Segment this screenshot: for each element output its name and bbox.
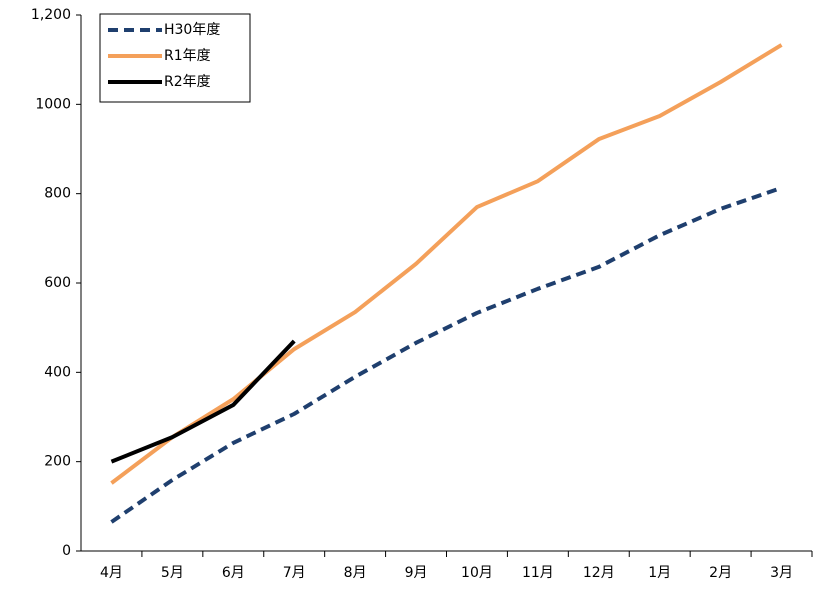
x-tick-label: 1月 — [648, 565, 671, 581]
series-line — [110, 185, 783, 524]
x-tick-label: 7月 — [283, 565, 306, 581]
legend-label: R1年度 — [164, 48, 211, 64]
y-tick-label: 1,200 — [31, 7, 71, 23]
x-tick-label: 3月 — [770, 565, 793, 581]
x-tick-label: 2月 — [709, 565, 732, 581]
series-line — [110, 339, 296, 464]
x-tick-label: 9月 — [405, 565, 428, 581]
x-tick-label: 10月 — [461, 565, 493, 581]
y-tick-label: 1000 — [35, 96, 71, 112]
y-tick-label: 0 — [62, 543, 71, 559]
series-line — [110, 43, 783, 485]
y-tick-label: 200 — [44, 454, 71, 470]
x-tick-label: 6月 — [222, 565, 245, 581]
y-tick-label: 800 — [44, 186, 71, 202]
legend-label: R2年度 — [164, 74, 211, 90]
x-tick-label: 8月 — [344, 565, 367, 581]
x-tick-label: 12月 — [583, 565, 615, 581]
legend-label: H30年度 — [164, 22, 220, 38]
x-tick-label: 5月 — [161, 565, 184, 581]
x-tick-label: 11月 — [522, 565, 554, 581]
y-tick-label: 600 — [44, 275, 71, 291]
x-tick-label: 4月 — [100, 565, 123, 581]
y-tick-label: 400 — [44, 364, 71, 380]
